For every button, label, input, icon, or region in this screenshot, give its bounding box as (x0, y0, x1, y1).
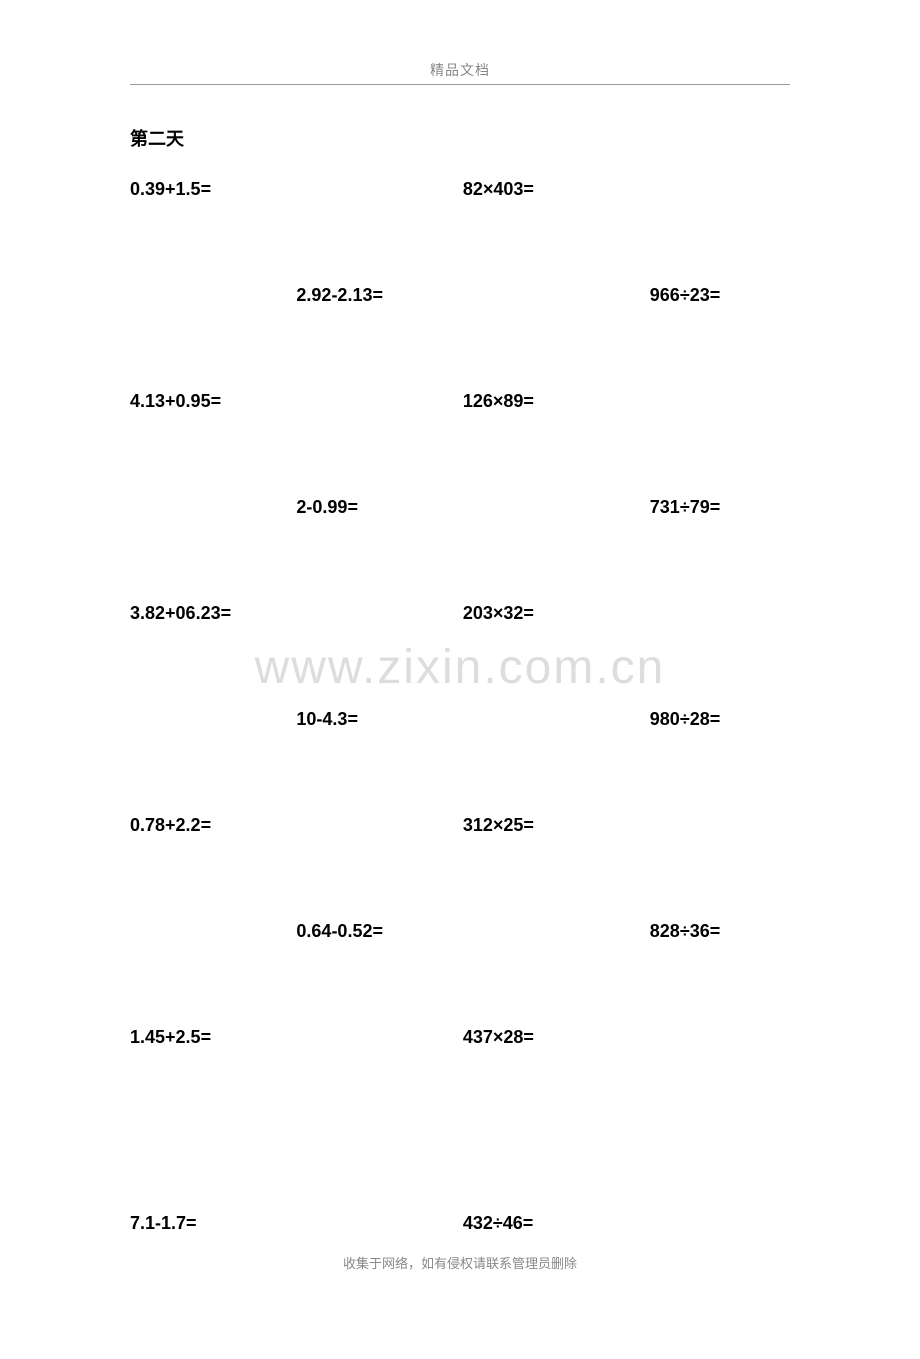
problem-cell: 0.78+2.2= (130, 815, 296, 836)
problem-row: 2-0.99= 731÷79= (130, 497, 790, 603)
problem-cell: 203×32= (463, 603, 650, 624)
problem-cell: 437×28= (463, 1027, 650, 1048)
problem-row: 1.45+2.5= 437×28= (130, 1027, 790, 1133)
problem-cell: 966÷23= (650, 285, 790, 306)
footer-text: 收集于网络，如有侵权请联系管理员删除 (0, 1253, 920, 1272)
problem-cell: 126×89= (463, 391, 650, 412)
problem-cell: 432÷46= (463, 1213, 650, 1234)
problem-cell: 3.82+06.23= (130, 603, 296, 624)
problem-row: 0.78+2.2= 312×25= (130, 815, 790, 921)
problem-cell: 1.45+2.5= (130, 1027, 296, 1048)
header-divider (130, 84, 790, 85)
problem-row: 3.82+06.23= 203×32= (130, 603, 790, 709)
problem-cell: 7.1-1.7= (130, 1213, 296, 1234)
header-area: 精品文档 (130, 60, 790, 85)
problem-cell: 731÷79= (650, 497, 790, 518)
day-title: 第二天 (130, 125, 790, 151)
header-title: 精品文档 (430, 62, 490, 78)
problem-row: 0.64-0.52= 828÷36= (130, 921, 790, 1027)
problem-cell: 4.13+0.95= (130, 391, 296, 412)
spacer (130, 1133, 790, 1213)
problem-row: 0.39+1.5= 82×403= (130, 179, 790, 285)
problem-cell: 82×403= (463, 179, 650, 200)
problem-cell: 0.39+1.5= (130, 179, 296, 200)
problem-row: 10-4.3= 980÷28= (130, 709, 790, 815)
problem-cell: 2.92-2.13= (296, 285, 462, 306)
problem-cell: 10-4.3= (296, 709, 462, 730)
problem-cell: 312×25= (463, 815, 650, 836)
problem-cell: 0.64-0.52= (296, 921, 462, 942)
problem-row: 2.92-2.13= 966÷23= (130, 285, 790, 391)
page: 精品文档 www.zixin.com.cn 第二天 0.39+1.5= 82×4… (0, 0, 920, 1359)
problem-cell: 828÷36= (650, 921, 790, 942)
problem-cell: 2-0.99= (296, 497, 462, 518)
problem-cell: 980÷28= (650, 709, 790, 730)
content-area: 第二天 0.39+1.5= 82×403= 2.92-2.13= 966÷23=… (130, 125, 790, 1319)
problem-row: 4.13+0.95= 126×89= (130, 391, 790, 497)
